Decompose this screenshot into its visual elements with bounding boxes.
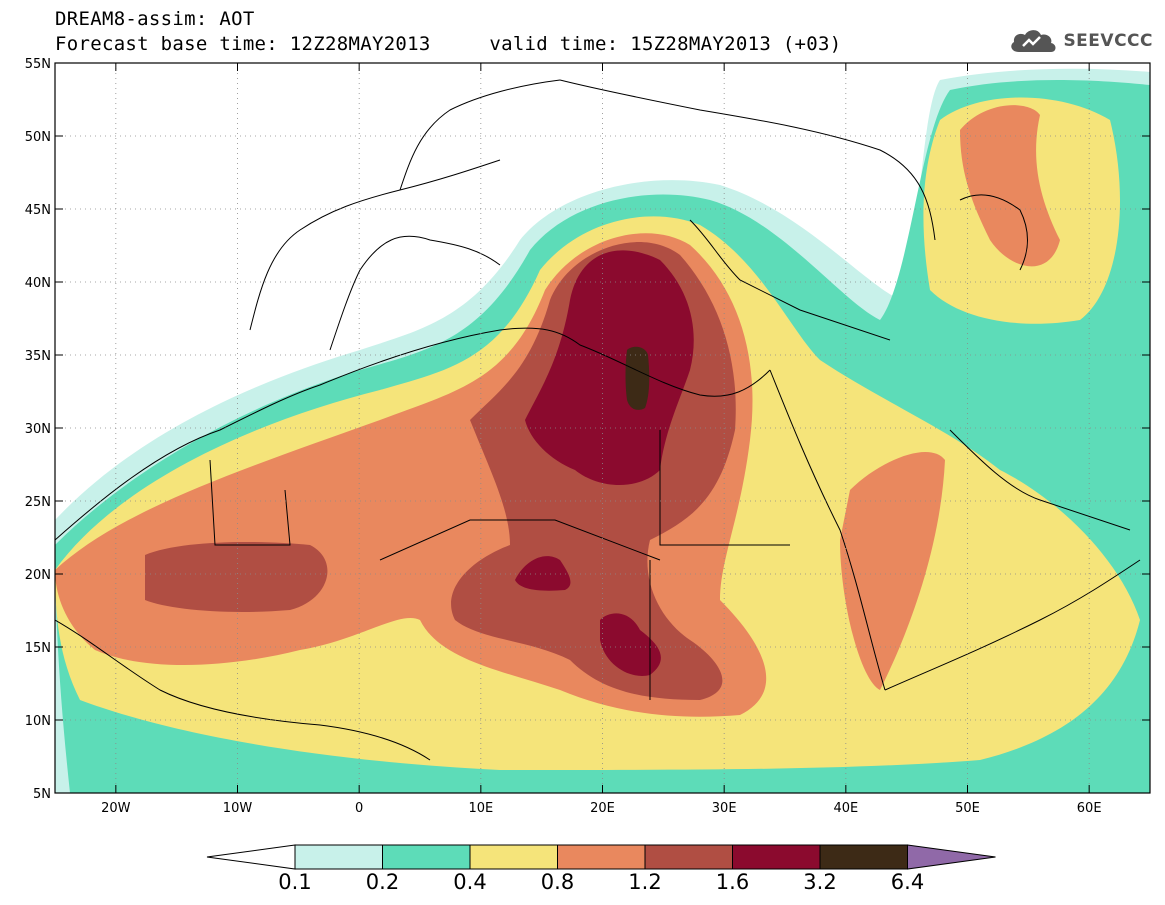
aot-band-1.6 — [515, 250, 694, 676]
title-line-2: Forecast base time: 12Z28MAY2013 valid t… — [55, 33, 842, 55]
colorbar-swatch — [819, 844, 908, 870]
colorbar-swatch — [469, 844, 558, 870]
lon-label: 10E — [468, 801, 493, 816]
colorbar-label: 1.2 — [628, 870, 661, 894]
lat-label: 15N — [25, 641, 51, 656]
cloud-icon — [1011, 30, 1056, 52]
aot-band-3.2 — [625, 346, 650, 410]
lat-label: 30N — [25, 422, 51, 437]
colorbar-swatch — [294, 844, 383, 870]
lon-label: 50E — [955, 801, 980, 816]
lon-label: 20E — [590, 801, 615, 816]
lat-label: 45N — [25, 203, 51, 218]
lat-label: 20N — [25, 568, 51, 583]
lat-label: 5N — [33, 787, 51, 802]
colorbar: 0.1 0.2 0.4 0.8 1.2 1.6 3.2 6.4 — [206, 844, 996, 894]
logo-text: SEEVCCC — [1063, 31, 1153, 51]
colorbar-label: 3.2 — [803, 870, 836, 894]
lon-label: 10W — [223, 801, 253, 816]
coastlines — [55, 79, 1141, 761]
lon-label: 40E — [833, 801, 858, 816]
lat-label: 40N — [25, 276, 51, 291]
colorbar-swatch — [557, 844, 646, 870]
colorbar-high-arrow — [907, 844, 996, 870]
lat-label: 35N — [25, 349, 51, 364]
colorbar-swatch — [732, 844, 821, 870]
lat-label: 10N — [25, 714, 51, 729]
lon-labels: 20W 10W 0 10E 20E 30E 40E 50E 60E — [101, 801, 1101, 816]
lat-label: 55N — [25, 57, 51, 72]
lat-label: 50N — [25, 130, 51, 145]
title-line-1: DREAM8-assim: AOT — [55, 8, 255, 30]
colorbar-label: 0.2 — [366, 870, 399, 894]
colorbar-label: 6.4 — [891, 870, 924, 894]
colorbar-label: 0.4 — [453, 870, 486, 894]
colorbar-swatch — [382, 844, 471, 870]
lat-label: 25N — [25, 495, 51, 510]
lon-label: 0 — [355, 801, 363, 816]
lat-labels: 55N 50N 45N 40N 35N 30N 25N 20N 15N 10N 5N — [25, 57, 51, 802]
lon-label: 60E — [1077, 801, 1102, 816]
lon-label: 30E — [712, 801, 737, 816]
colorbar-low-arrow — [206, 844, 296, 870]
colorbar-label: 1.6 — [716, 870, 749, 894]
seevccc-logo: SEEVCCC — [1007, 26, 1153, 56]
gridlines — [55, 63, 1150, 793]
colorbar-label: 0.8 — [541, 870, 574, 894]
colorbar-label: 0.1 — [278, 870, 311, 894]
axis-ticks — [55, 62, 1150, 794]
lon-label: 20W — [101, 801, 131, 816]
colorbar-swatch — [644, 844, 733, 870]
